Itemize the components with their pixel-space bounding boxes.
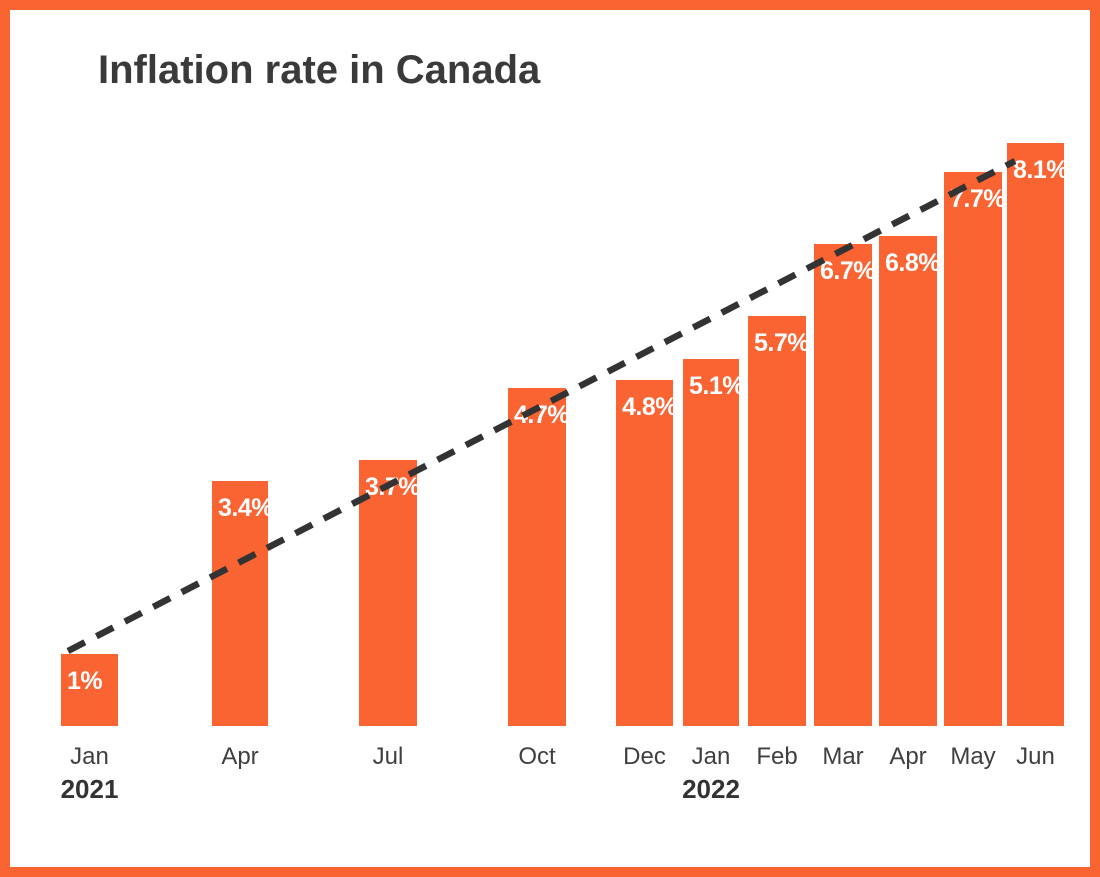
bar-value-label: 1% bbox=[67, 667, 103, 695]
x-axis-label-apr-1: Apr bbox=[221, 743, 259, 770]
x-axis-label-may-9: May bbox=[950, 743, 996, 770]
bar-dec-4: 4.8% bbox=[616, 380, 677, 726]
bar-value-label: 4.7% bbox=[514, 401, 569, 429]
x-axis-label-oct-3: Oct bbox=[518, 743, 556, 770]
bar-may-9: 7.7% bbox=[944, 172, 1005, 726]
year-label-2022: 2022 bbox=[682, 774, 740, 804]
x-axis-label-jan-0: Jan bbox=[70, 743, 109, 770]
bar-jul-2: 3.7% bbox=[359, 460, 420, 726]
x-axis-label-jul-2: Jul bbox=[372, 743, 404, 770]
bar-oct-3: 4.7% bbox=[508, 388, 569, 726]
x-axis-label-jun-10: Jun bbox=[1016, 743, 1055, 770]
bar-apr-1: 3.4% bbox=[212, 481, 273, 726]
bar-value-label: 3.4% bbox=[218, 494, 273, 522]
bar-value-label: 7.7% bbox=[950, 185, 1005, 213]
bar-jan-0: 1% bbox=[61, 654, 118, 726]
chart-title: Inflation rate in Canada bbox=[98, 48, 541, 92]
bar-value-label: 8.1% bbox=[1013, 156, 1068, 184]
x-axis-label-dec-4: Dec bbox=[623, 743, 666, 770]
bar-value-label: 6.7% bbox=[820, 257, 875, 285]
bar-value-label: 5.7% bbox=[754, 329, 809, 357]
bar-mar-7: 6.7% bbox=[814, 244, 875, 726]
bar-jun-10: 8.1% bbox=[1007, 143, 1068, 726]
x-axis-label-apr-8: Apr bbox=[889, 743, 927, 770]
x-axis-label-mar-7: Mar bbox=[822, 743, 864, 770]
bar-value-label: 5.1% bbox=[689, 372, 744, 400]
bar-feb-6: 5.7% bbox=[748, 316, 809, 726]
year-label-2021: 2021 bbox=[60, 774, 119, 804]
bar-value-label: 3.7% bbox=[365, 473, 420, 501]
x-axis-label-feb-6: Feb bbox=[756, 743, 798, 770]
bar-jan-5: 5.1% bbox=[683, 359, 744, 726]
bar-value-label: 4.8% bbox=[622, 393, 677, 421]
x-axis-label-jan-5: Jan bbox=[691, 743, 731, 770]
bar-chart: 1% Jan 3.4% Apr 3.7% Jul 4.7% Oct 4.8% Dec 5.1% Jan… bbox=[10, 10, 1090, 867]
bar-apr-8: 6.8% bbox=[879, 236, 940, 726]
bar-value-label: 6.8% bbox=[885, 249, 940, 277]
